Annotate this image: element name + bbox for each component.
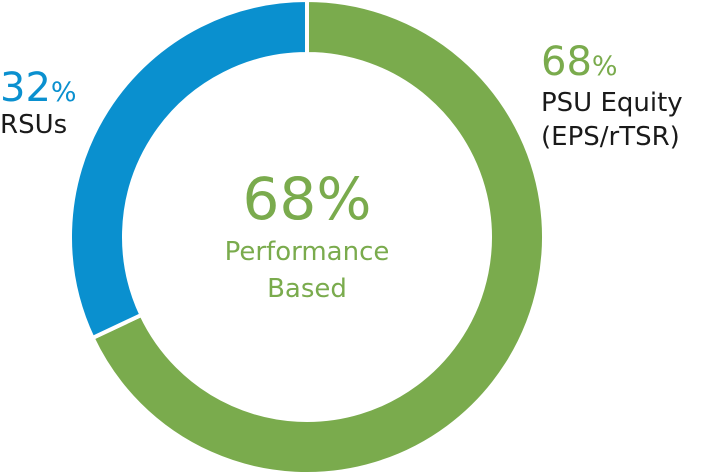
psu-slice — [89, 0, 546, 474]
rsu-name: RSUs — [0, 110, 68, 140]
center-caption: Performance Based — [160, 234, 454, 308]
rsu-percent-sign: % — [50, 77, 77, 108]
psu-name-line1: PSU Equity — [541, 88, 683, 118]
center-summary: 68% Performance Based — [160, 170, 454, 308]
rsu-label: 32% RSUs — [0, 68, 77, 138]
center-caption-line2: Based — [267, 274, 347, 304]
donut-slices — [68, 0, 546, 474]
rsu-percent: 32% — [0, 68, 77, 108]
psu-percent-sign: % — [591, 51, 618, 82]
center-caption-line1: Performance — [224, 237, 390, 267]
psu-percent-number: 68 — [541, 39, 592, 85]
psu-name-line2: (EPS/rTSR) — [541, 122, 680, 152]
psu-percent: 68% — [541, 42, 683, 82]
rsu-percent-number: 32 — [0, 65, 51, 111]
center-percent: 68% — [242, 165, 372, 233]
psu-label: 68% PSU Equity (EPS/rTSR) — [541, 42, 683, 150]
rsu-slice — [68, 0, 309, 341]
